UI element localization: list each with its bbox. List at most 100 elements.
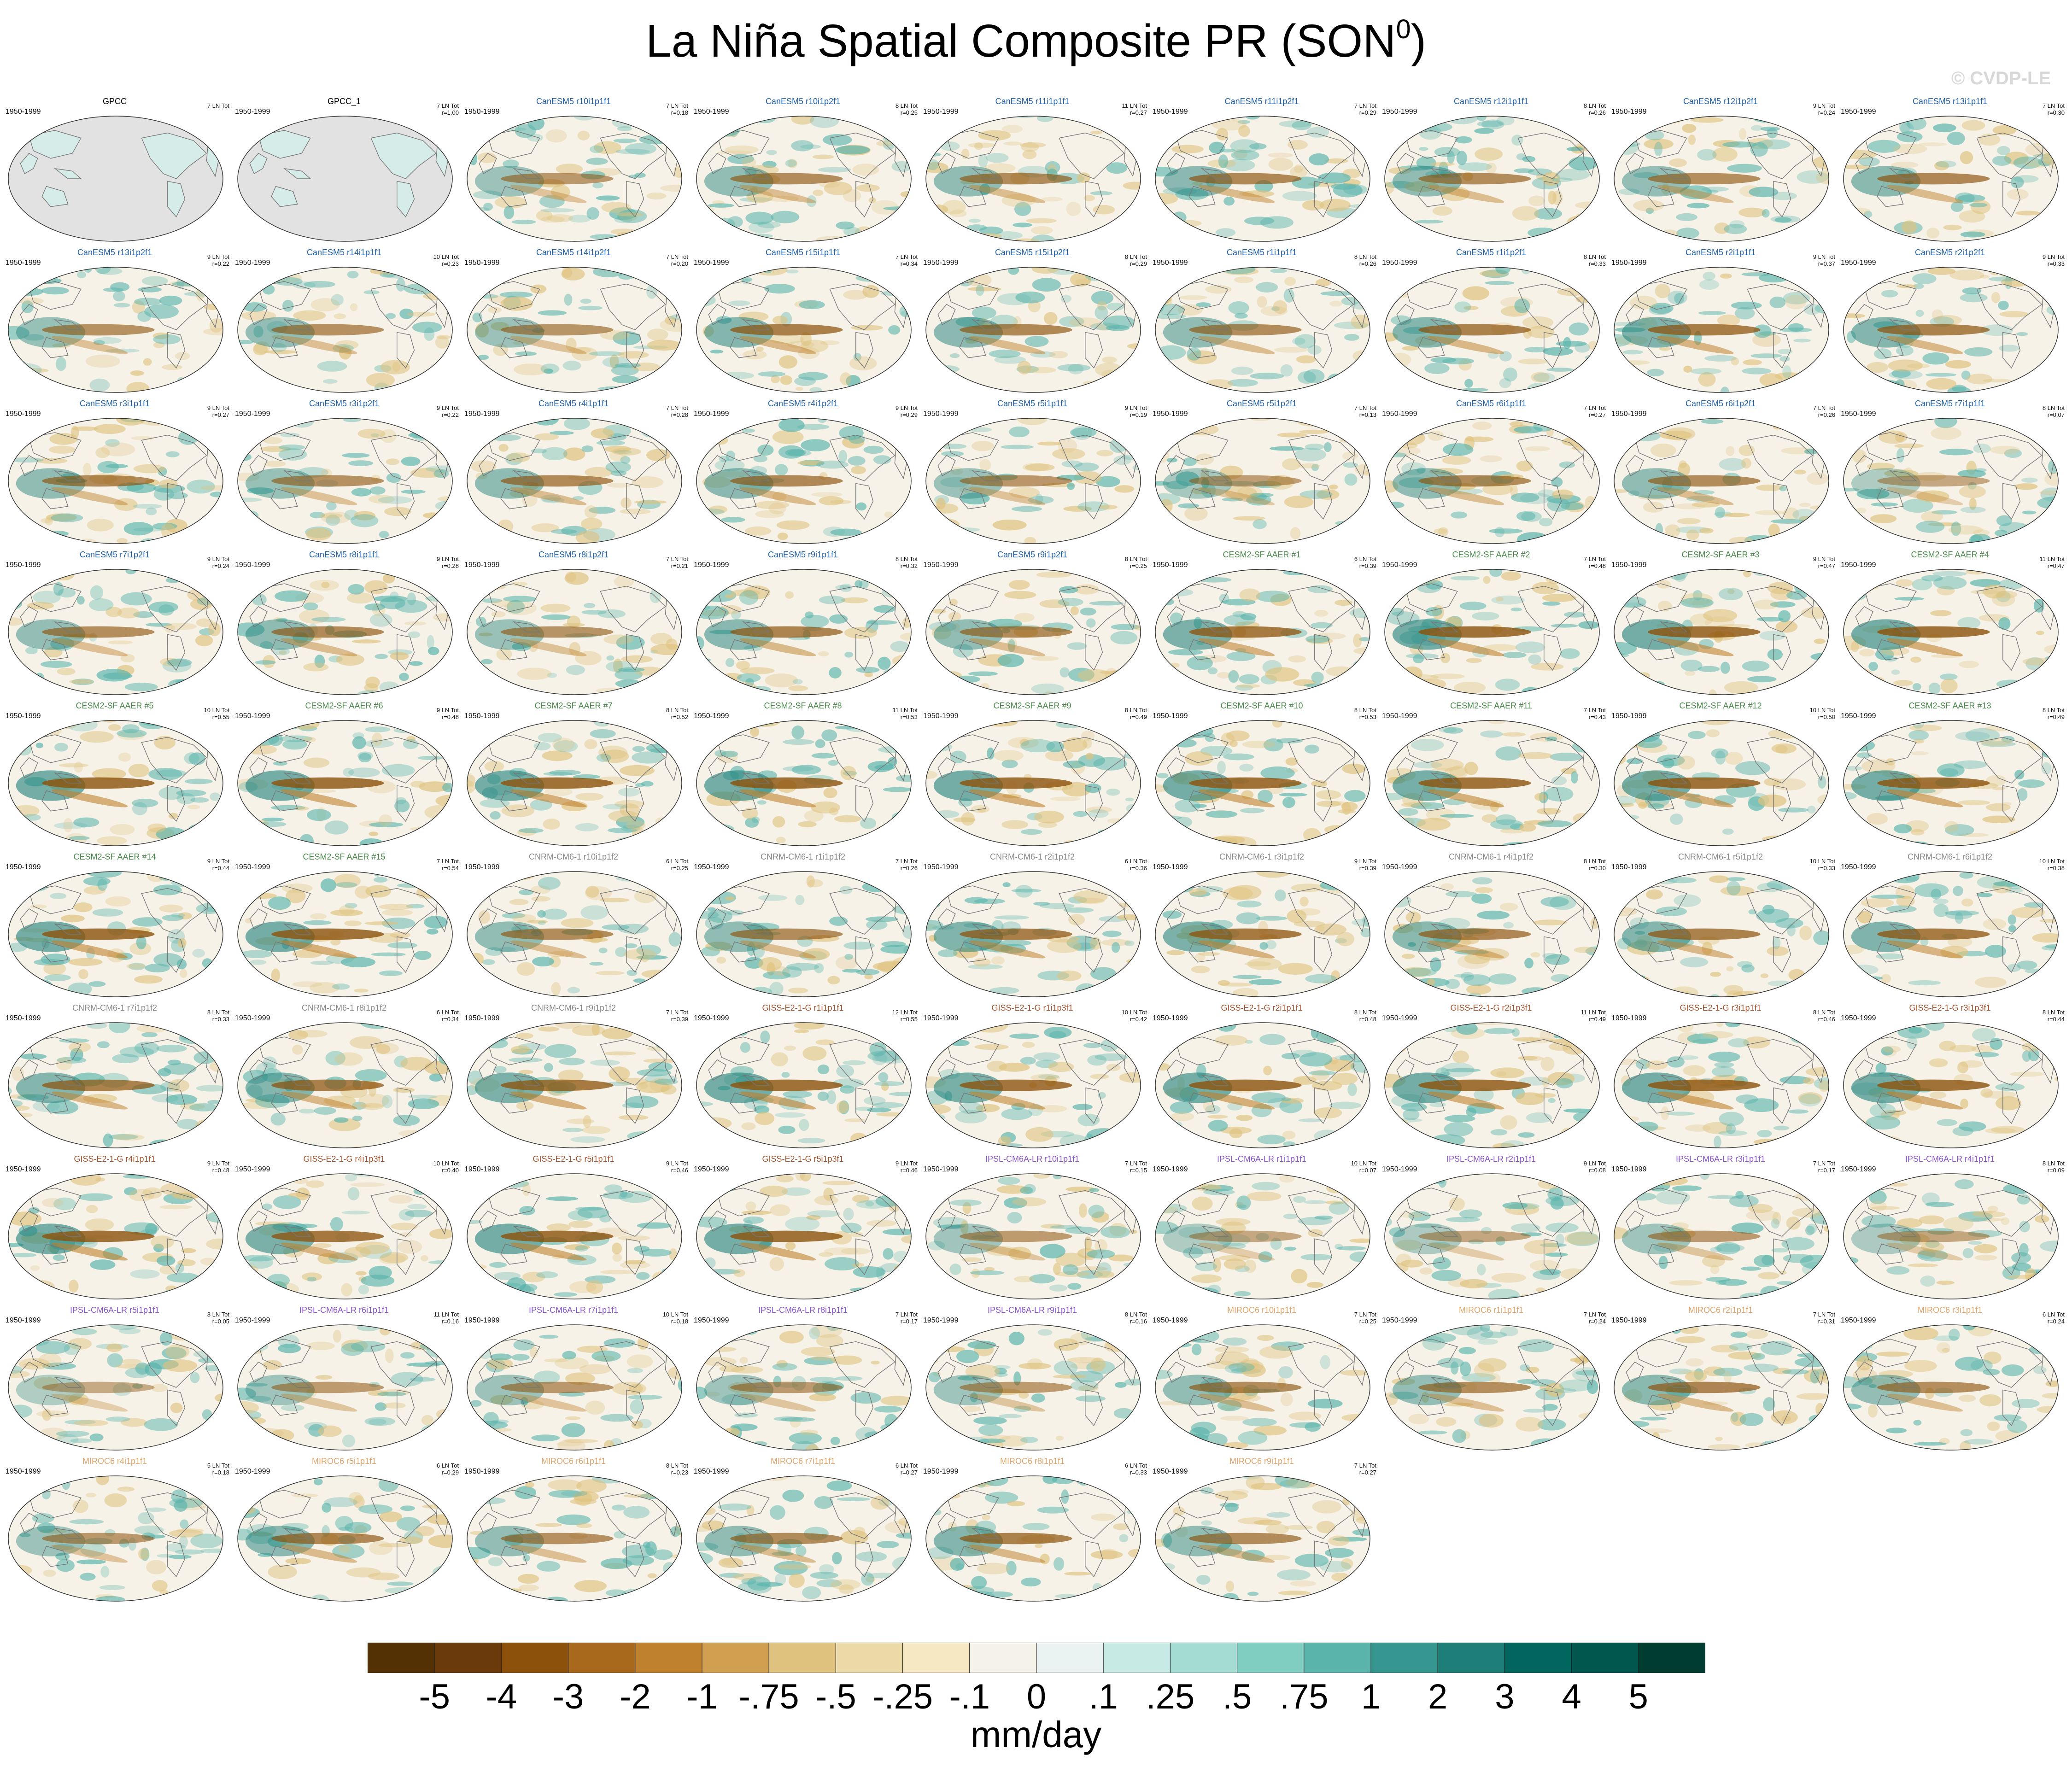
map-outline [467,1022,682,1148]
anomaly-blob [772,491,787,501]
anomaly-blob [726,451,736,462]
anomaly-blob [926,159,939,170]
panel-map [925,418,1141,544]
anomaly-blob [1443,727,1463,734]
anomaly-blob [424,1280,437,1295]
anomaly-blob [355,1069,387,1082]
anomaly-blob [408,1094,438,1099]
anomaly-blob [1238,125,1250,137]
anomaly-blob [757,444,774,456]
anomaly-blob [1866,1115,1901,1130]
panel-count: 8 LN Tot [2042,707,2065,714]
anomaly-blob [238,1035,266,1046]
anomaly-blob [1311,463,1319,471]
anomaly-blob [437,536,452,544]
equatorial-dry-anomaly [1648,1079,1761,1091]
anomaly-blob [1856,488,1890,499]
anomaly-blob [1480,455,1502,462]
anomaly-blob [1949,269,1984,281]
anomaly-blob [798,372,828,380]
anomaly-blob [737,673,761,683]
coastline [1430,772,1458,784]
panel-title: CNRM-CM6-1 r3i1p1f2 [1219,852,1305,861]
coastline [1314,181,1333,218]
anomaly-blob [1444,1122,1473,1137]
anomaly-blob [305,1180,325,1188]
equatorial-dry-anomaly [1648,626,1761,638]
anomaly-blob [1299,1052,1333,1067]
panel-years: 1950-1999 [464,108,500,116]
anomaly-blob [950,467,963,475]
anomaly-blob [404,621,427,626]
anomaly-blob [264,461,286,467]
anomaly-blob [1385,116,1397,130]
anomaly-blob [817,1064,830,1075]
anomaly-blob [593,141,621,154]
anomaly-blob [1785,688,1805,695]
equatorial-dry-anomaly [1418,475,1531,487]
anomaly-blob [1985,1128,2016,1134]
panel-correlation: r=0.34 [441,1016,459,1023]
anomaly-blob [1200,692,1227,695]
anomaly-blob [379,531,389,538]
anomaly-blob [570,1136,605,1143]
anomaly-blob [589,351,625,357]
anomaly-blob [1518,358,1548,365]
coastline [946,734,999,763]
anomaly-blob [416,690,433,695]
anomaly-blob [1418,1134,1428,1146]
coastline [730,488,757,509]
anomaly-blob [1727,164,1762,173]
coastline [959,639,986,661]
anomaly-blob [1982,815,2015,823]
anomaly-blob [556,164,583,175]
anomaly-blob [979,459,991,471]
coastline [855,332,874,369]
anomaly-blob [253,326,263,338]
anomaly-blob [782,1090,813,1098]
anomaly-blob [863,1028,885,1034]
anomaly-blob [1081,731,1095,742]
anomaly-blob [753,944,765,958]
anomaly-blob [783,739,814,745]
panel-stats: 8 LN Tot r=0.44 [2037,1009,2065,1023]
anomaly-blob [635,783,645,787]
anomaly-blob [475,1131,492,1144]
anomaly-blob [1155,746,1169,751]
anomaly-blob [991,956,1005,965]
anomaly-blob [1017,418,1048,425]
equatorial-dry-anomaly [1877,626,1990,638]
anomaly-blob [1155,481,1170,486]
anomaly-blob [926,1050,939,1058]
anomaly-blob [282,299,294,312]
anomaly-blob [2008,914,2016,925]
anomaly-blob [348,584,364,595]
anomaly-blob [271,334,284,339]
anomaly-blob [1558,529,1583,544]
coastline [500,941,527,963]
anomaly-blob [1566,147,1584,152]
anomaly-blob [1726,877,1746,881]
anomaly-blob [544,1044,576,1058]
anomaly-blob [734,1023,749,1036]
anomaly-blob [538,920,546,925]
panel-correlation: r=0.25 [671,865,688,872]
anomaly-blob [895,439,911,448]
anomaly-blob [1386,282,1395,290]
equatorial-dry-anomaly [501,777,614,789]
anomaly-blob [1690,368,1721,374]
anomaly-blob [69,1280,79,1293]
panel-map [237,267,453,393]
anomaly-blob [632,746,645,752]
anomaly-blob [802,1046,827,1061]
panel-correlation: r=0.49 [1130,714,1147,720]
equatorial-dry-anomaly [271,324,384,336]
panel-title: GISS-E2-1-G r3i1p3f1 [1909,1003,1991,1012]
coastline [717,885,770,914]
anomaly-blob [1155,288,1166,297]
anomaly-blob [1729,220,1745,228]
coastline [829,1039,896,1086]
anomaly-blob [123,1187,138,1195]
anomaly-blob [158,467,167,476]
anomaly-blob [361,1103,384,1110]
